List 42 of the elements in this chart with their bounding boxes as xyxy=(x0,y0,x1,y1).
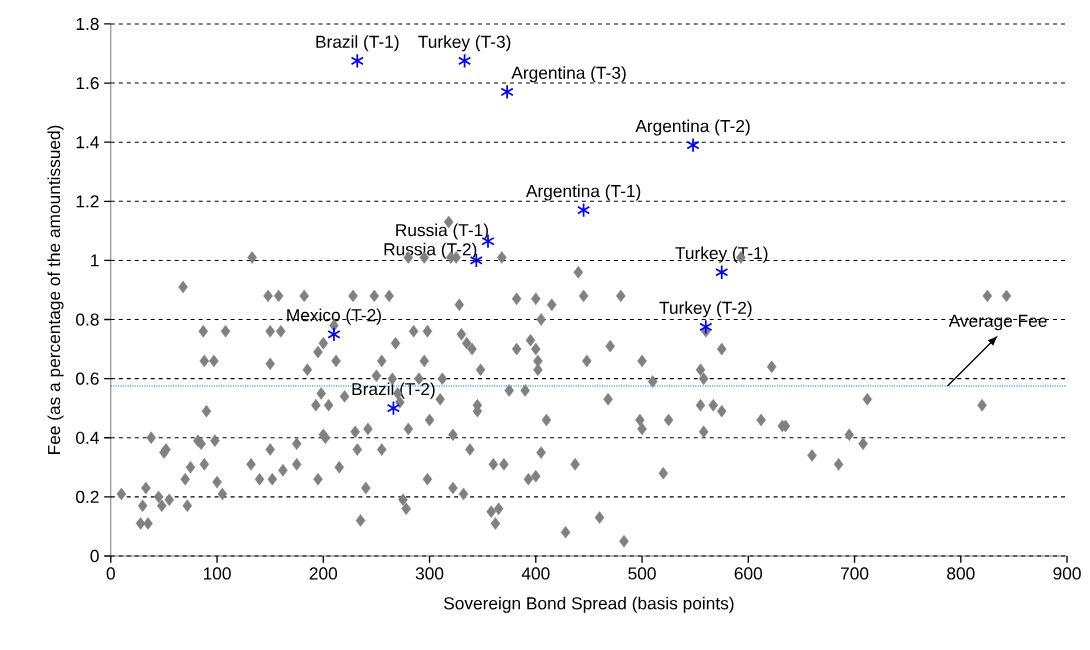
annotation: Turkey (T-2) xyxy=(659,301,752,318)
x-tick-label: 0 xyxy=(106,567,115,580)
annotation: Russia (T-2) xyxy=(384,242,477,259)
y-tick-label: 1.4 xyxy=(76,136,99,149)
point xyxy=(457,53,472,69)
annotation: Mexico (T-2) xyxy=(287,308,381,325)
y-tick-label: 0.4 xyxy=(76,431,99,444)
point xyxy=(715,264,729,280)
y-tick-label: 1.2 xyxy=(76,195,99,208)
x-tick-label: 500 xyxy=(628,567,656,580)
annotation: Turkey (T-3) xyxy=(418,35,511,52)
x-tick-label: 800 xyxy=(947,567,975,580)
ref-line-label: Average Fee xyxy=(948,314,1047,331)
y-tick-label: 1 xyxy=(91,254,99,267)
x-tick-label: 400 xyxy=(521,567,550,580)
annotation: Brazil (T-2) xyxy=(352,382,435,399)
x-axis-title: Sovereign Bond Spread (basis points) xyxy=(444,596,734,613)
x-tick-label: 100 xyxy=(203,567,231,580)
point xyxy=(350,53,364,69)
point xyxy=(686,137,700,153)
y-axis-title: Fee (as a percentage of the amountissued) xyxy=(47,125,64,455)
y-tick-label: 0.2 xyxy=(76,490,99,504)
y-tick-label: 1.6 xyxy=(76,77,99,90)
annotation: Argentina (T-3) xyxy=(511,66,626,83)
x-tick-label: 900 xyxy=(1053,567,1081,580)
x-tick-label: 700 xyxy=(841,567,869,580)
x-tick-label: 200 xyxy=(309,567,338,580)
point xyxy=(327,326,341,342)
y-tick-label: 0.8 xyxy=(76,313,99,326)
y-tick-label: 0 xyxy=(90,549,99,563)
point xyxy=(576,202,591,218)
annotation: Argentina (T-2) xyxy=(635,119,750,136)
x-tick-label: 300 xyxy=(415,567,444,580)
annotation: Brazil (T-1) xyxy=(316,35,399,52)
x-tick-label: 600 xyxy=(734,567,763,580)
y-tick-label: 1.8 xyxy=(76,17,99,31)
annotation: Argentina (T-1) xyxy=(525,184,641,201)
point xyxy=(699,319,713,335)
y-tick-label: 0.6 xyxy=(76,372,99,385)
point xyxy=(386,400,401,416)
annotation: Russia (T-1) xyxy=(396,223,488,240)
point xyxy=(500,84,514,100)
